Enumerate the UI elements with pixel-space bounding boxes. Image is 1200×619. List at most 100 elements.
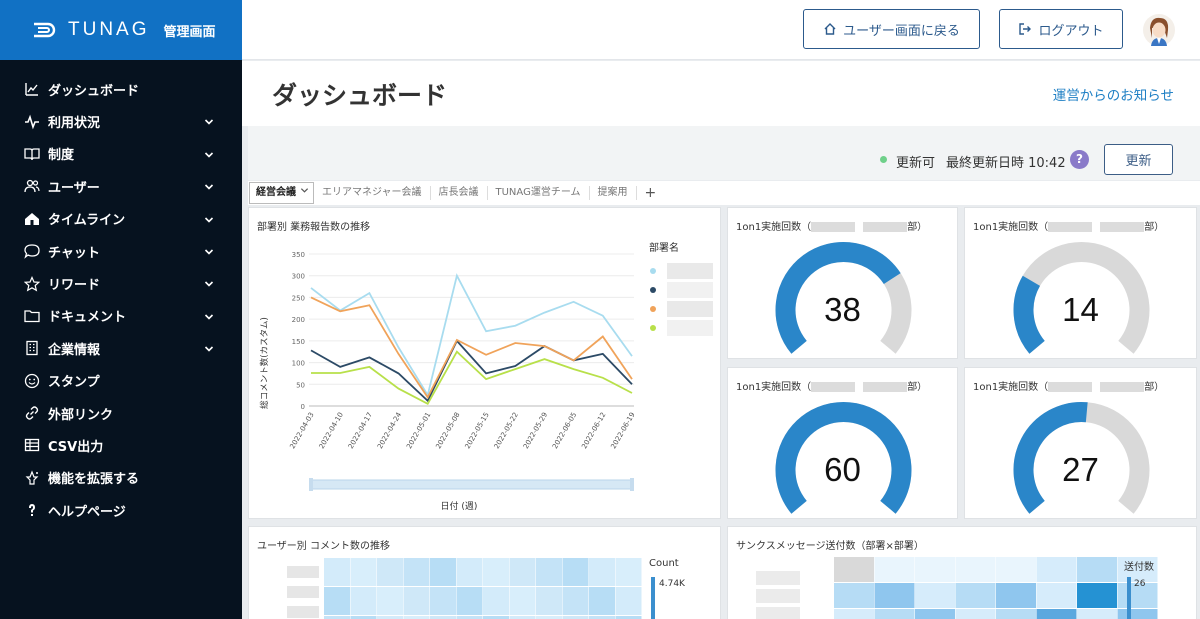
heatmap-cell[interactable]: [1036, 557, 1077, 582]
sidebar-item-book[interactable]: 制度: [0, 138, 242, 170]
sidebar-item-table[interactable]: CSV出力: [0, 429, 242, 461]
heatmap-cell[interactable]: [562, 616, 589, 619]
heatmap-cell[interactable]: [430, 558, 456, 586]
news-link[interactable]: 運営からのお知らせ: [1052, 88, 1174, 104]
thanks-heatmap[interactable]: [728, 527, 1198, 619]
heatmap-cell[interactable]: [377, 616, 403, 619]
sidebar-item-building[interactable]: 企業情報: [0, 332, 242, 364]
dashboard-tab[interactable]: エリアマネジャー会議: [314, 186, 431, 200]
dashboard-tab[interactable]: 提案用: [590, 186, 637, 200]
heatmap-cell[interactable]: [874, 609, 915, 619]
heatmap-cell[interactable]: [403, 616, 430, 619]
refresh-button[interactable]: 更新: [1104, 144, 1173, 175]
heatmap-cell[interactable]: [874, 557, 915, 582]
heatmap-cell[interactable]: [483, 558, 509, 586]
logout-button[interactable]: ログアウト: [999, 9, 1123, 49]
gauge-chart[interactable]: [965, 208, 1196, 358]
heatmap-cell[interactable]: [996, 557, 1036, 582]
gauge-chart[interactable]: [728, 208, 957, 358]
sidebar-item-smiley[interactable]: スタンプ: [0, 365, 242, 397]
heatmap-cell[interactable]: [562, 587, 589, 615]
heatmap-cell[interactable]: [324, 587, 350, 615]
heatmap-cell[interactable]: [509, 616, 536, 619]
heatmap-cell[interactable]: [615, 558, 642, 586]
heatmap-cell[interactable]: [834, 609, 874, 619]
heatmap-cell[interactable]: [430, 616, 456, 619]
user-heatmap[interactable]: [249, 527, 722, 619]
sidebar-item-chat-bubble[interactable]: チャット: [0, 235, 242, 267]
heatmap-cell[interactable]: [589, 616, 615, 619]
heatmap-cell[interactable]: [915, 609, 955, 619]
sidebar-item-folder[interactable]: ドキュメント: [0, 300, 242, 332]
series-line[interactable]: [310, 339, 633, 403]
series-line[interactable]: [310, 273, 633, 398]
heatmap-cell[interactable]: [324, 558, 350, 586]
heatmap-cell[interactable]: [589, 558, 615, 586]
sidebar-item-chart-line[interactable]: ダッシュボード: [0, 73, 242, 105]
heatmap-cell[interactable]: [456, 616, 483, 619]
heatmap-cell[interactable]: [1077, 557, 1117, 582]
heatmap-cell[interactable]: [996, 609, 1036, 619]
heatmap-cell[interactable]: [955, 609, 996, 619]
avatar[interactable]: [1143, 14, 1175, 46]
heatmap-cell[interactable]: [350, 616, 377, 619]
heatmap-cell[interactable]: [403, 587, 430, 615]
heatmap-cell[interactable]: [615, 587, 642, 615]
heatmap-cell[interactable]: [834, 557, 874, 582]
sidebar-item-activity[interactable]: 利用状況: [0, 105, 242, 137]
dashboard-tab[interactable]: 経営会議: [249, 182, 314, 204]
dashboard-tab[interactable]: TUNAG運営チーム: [488, 186, 590, 200]
heatmap-cell[interactable]: [1036, 609, 1077, 619]
heatmap-cell[interactable]: [834, 583, 874, 608]
series-line[interactable]: [311, 350, 633, 406]
heatmap-cell[interactable]: [403, 558, 430, 586]
heatmap-cell[interactable]: [350, 558, 377, 586]
sidebar-item-users[interactable]: ユーザー: [0, 170, 242, 202]
heatmap-cell[interactable]: [1077, 583, 1117, 608]
heatmap-cell[interactable]: [955, 557, 996, 582]
range-slider-handle[interactable]: [630, 478, 634, 491]
heatmap-cell[interactable]: [589, 587, 615, 615]
heatmap-cell[interactable]: [509, 558, 536, 586]
heatmap-cell[interactable]: [483, 587, 509, 615]
heatmap-cell[interactable]: [1117, 609, 1158, 619]
heatmap-cell[interactable]: [509, 587, 536, 615]
sidebar-item-star[interactable]: リワード: [0, 267, 242, 299]
heatmap-cell[interactable]: [996, 583, 1036, 608]
heatmap-cell[interactable]: [915, 557, 955, 582]
heatmap-cell[interactable]: [1117, 583, 1158, 608]
heatmap-cell[interactable]: [377, 587, 403, 615]
heatmap-cell[interactable]: [536, 558, 562, 586]
heatmap-cell[interactable]: [377, 558, 403, 586]
logo-bar[interactable]: TUNAG 管理画面: [0, 0, 242, 60]
sidebar-item-help-bulb[interactable]: ヘルプページ: [0, 494, 242, 526]
add-tab-button[interactable]: +: [644, 185, 657, 201]
heatmap-cell[interactable]: [874, 583, 915, 608]
sidebar-item-home[interactable]: タイムライン: [0, 203, 242, 235]
heatmap-cell[interactable]: [536, 616, 562, 619]
back-to-user-screen-button[interactable]: ユーザー画面に戻る: [803, 9, 980, 49]
heatmap-cell[interactable]: [430, 587, 456, 615]
heatmap-cell[interactable]: [1077, 609, 1117, 619]
heatmap-cell[interactable]: [1117, 557, 1158, 582]
heatmap-cell[interactable]: [456, 587, 483, 615]
heatmap-cell[interactable]: [955, 583, 996, 608]
heatmap-cell[interactable]: [915, 583, 955, 608]
series-line[interactable]: [310, 296, 633, 400]
sidebar-item-link[interactable]: 外部リンク: [0, 397, 242, 429]
heatmap-cell[interactable]: [324, 616, 350, 619]
gauge-chart[interactable]: [728, 368, 957, 518]
range-slider-handle[interactable]: [309, 478, 313, 491]
heatmap-cell[interactable]: [483, 616, 509, 619]
sidebar-item-sparkle[interactable]: 機能を拡張する: [0, 462, 242, 494]
heatmap-cell[interactable]: [536, 587, 562, 615]
heatmap-cell[interactable]: [456, 558, 483, 586]
dashboard-tab[interactable]: 店長会議: [431, 186, 488, 200]
heatmap-cell[interactable]: [562, 558, 589, 586]
gauge-chart[interactable]: [965, 368, 1196, 518]
heatmap-cell[interactable]: [1036, 583, 1077, 608]
heatmap-cell[interactable]: [350, 587, 377, 615]
range-slider[interactable]: [310, 479, 633, 490]
help-icon[interactable]: ?: [1070, 150, 1089, 169]
